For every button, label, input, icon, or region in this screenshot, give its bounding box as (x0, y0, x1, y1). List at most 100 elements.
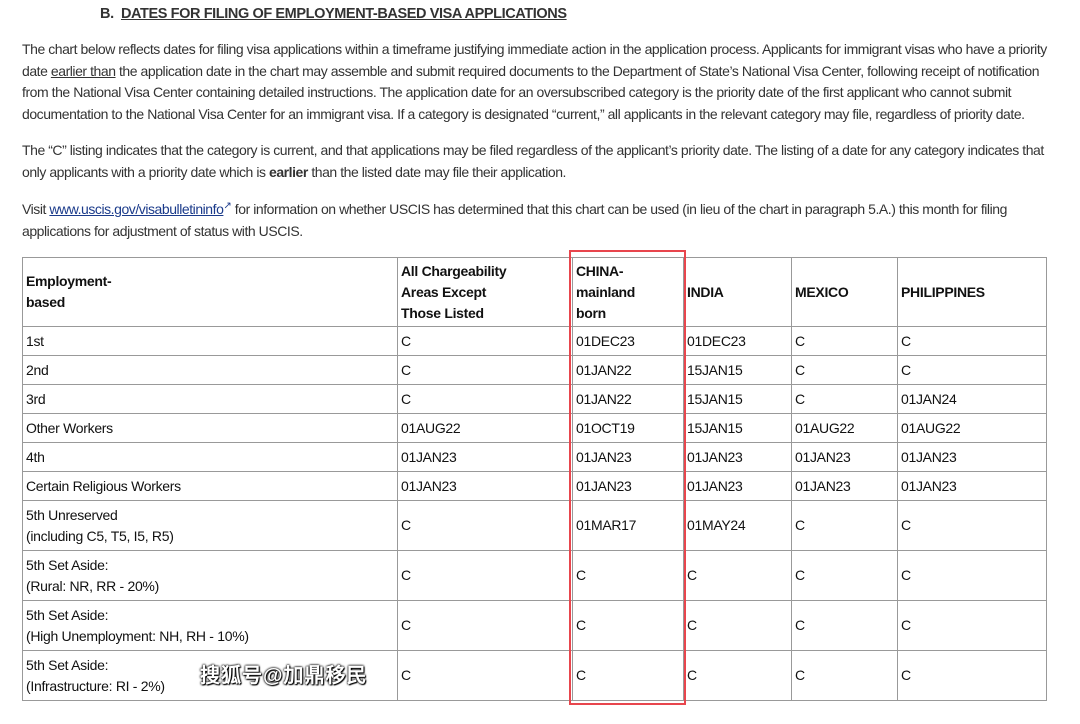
text: The “C” listing indicates that the categ… (22, 142, 1044, 180)
category-cell: 5th Set Aside: (Infrastructure: RI - 2%) (22, 650, 398, 701)
column-header: All Chargeability Areas Except Those Liste… (397, 257, 573, 327)
date-cell: 01JAN24 (897, 384, 1047, 414)
date-cell: 01DEC23 (572, 326, 684, 356)
heading-prefix: B. (100, 6, 114, 22)
date-cell: C (897, 500, 1047, 551)
date-cell: 15JAN15 (683, 384, 792, 414)
date-cell: C (897, 600, 1047, 651)
date-cell: C (397, 384, 573, 414)
date-cell: C (791, 384, 898, 414)
filing-dates-table: Employment-based All Chargeability Areas E… (22, 257, 1047, 701)
category-line: 5th Unreserved (26, 506, 118, 523)
table-header-row: Employment-based All Chargeability Areas E… (22, 257, 1047, 327)
table-row: Certain Religious Workers 01JAN23 01JAN23 0… (22, 471, 1047, 501)
heading-title: DATES FOR FILING OF EMPLOYMENT-BASED VIS… (120, 6, 567, 22)
category-line: 1st (26, 332, 44, 349)
header-line: PHILIPPINES (901, 283, 985, 300)
text: The chart below reflects dates for filin… (22, 41, 1047, 79)
date-cell: 15JAN15 (683, 413, 792, 443)
date-cell: C (897, 550, 1047, 601)
date-cell: C (397, 355, 573, 385)
column-header: INDIA (683, 257, 792, 327)
date-cell: 01JAN23 (791, 471, 898, 501)
date-cell: 01JAN22 (572, 355, 684, 385)
category-line: 5th Set Aside: (26, 606, 109, 623)
date-cell: 01JAN23 (791, 442, 898, 472)
category-line: Other Workers (26, 419, 113, 436)
category-line: 5th Set Aside: (26, 556, 109, 573)
header-line: Those Listed (401, 304, 484, 321)
bold-text: earlier (268, 163, 308, 180)
date-cell: C (683, 600, 792, 651)
underlined-text: earlier than (50, 62, 116, 79)
date-cell: 01OCT19 (572, 413, 684, 443)
category-cell: 2nd (22, 355, 398, 385)
date-cell: C (397, 500, 573, 551)
table-row: 4th 01JAN23 01JAN23 01JAN23 01JAN23 01JAN23 (22, 442, 1047, 472)
table-row: Other Workers 01AUG22 01OCT19 15JAN15 01AUG2… (22, 413, 1047, 443)
uscis-paragraph: Visit www.uscis.gov/visabulletininfo↗ fo… (22, 199, 1052, 242)
table-row: 5th Unreserved (including C5, T5, I5, R5)… (22, 500, 1047, 551)
text: the application date in the chart may as… (22, 62, 1040, 122)
date-cell: C (897, 650, 1047, 701)
table-row: 1st C 01DEC23 01DEC23 C C (22, 326, 1047, 356)
date-cell: 01JAN23 (397, 471, 573, 501)
date-cell: C (572, 550, 684, 601)
date-cell: C (397, 550, 573, 601)
date-cell: 01JAN22 (572, 384, 684, 414)
date-cell: C (572, 650, 684, 701)
category-line: 2nd (26, 361, 49, 378)
date-cell: C (791, 600, 898, 651)
date-cell: C (791, 650, 898, 701)
date-cell: 01JAN23 (897, 442, 1047, 472)
category-line: (Infrastructure: RI - 2%) (26, 677, 165, 694)
date-cell: C (397, 650, 573, 701)
date-cell: 01MAR17 (572, 500, 684, 551)
category-cell: 5th Set Aside: (Rural: NR, RR - 20%) (22, 550, 398, 601)
date-cell: C (791, 326, 898, 356)
table-row: 5th Set Aside: (Infrastructure: RI - 2%) C… (22, 650, 1047, 701)
category-cell: Certain Religious Workers (22, 471, 398, 501)
category-cell: 4th (22, 442, 398, 472)
date-cell: 01JAN23 (897, 471, 1047, 501)
date-cell: 01JAN23 (683, 471, 792, 501)
date-cell: C (791, 550, 898, 601)
category-line: 4th (26, 448, 45, 465)
category-cell: 1st (22, 326, 398, 356)
text: for information on whether USCIS has det… (22, 201, 1007, 239)
table-row: 5th Set Aside: (Rural: NR, RR - 20%) C C C C C (22, 550, 1047, 601)
category-cell: 5th Set Aside: (High Unemployment: NH, RH… (22, 600, 398, 651)
category-line: Certain Religious Workers (26, 477, 181, 494)
date-cell: C (897, 355, 1047, 385)
date-cell: 01JAN23 (397, 442, 573, 472)
header-line: MEXICO (795, 283, 849, 300)
date-cell: 01JAN23 (683, 442, 792, 472)
text: Visit (22, 201, 50, 217)
date-cell: 01MAY24 (683, 500, 792, 551)
external-link-icon: ↗ (223, 200, 232, 212)
header-line: mainland (576, 283, 636, 300)
column-header: PHILIPPINES (897, 257, 1047, 327)
date-cell: 15JAN15 (683, 355, 792, 385)
table-row: 2nd C 01JAN22 15JAN15 C C (22, 355, 1047, 385)
category-line: (including C5, T5, I5, R5) (26, 527, 174, 544)
header-line: CHINA- (576, 262, 624, 279)
date-cell: 01JAN23 (572, 442, 684, 472)
category-cell: 5th Unreserved (including C5, T5, I5, R5) (22, 500, 398, 551)
date-cell: C (791, 355, 898, 385)
category-line: 3rd (26, 390, 46, 407)
date-cell: C (897, 326, 1047, 356)
header-line: All Chargeability (401, 262, 507, 279)
column-header: CHINA-mainland born (572, 257, 684, 327)
date-cell: C (791, 500, 898, 551)
date-cell: C (683, 650, 792, 701)
category-line: (High Unemployment: NH, RH - 10%) (26, 627, 249, 644)
date-cell: 01AUG22 (397, 413, 573, 443)
date-cell: 01AUG22 (791, 413, 898, 443)
date-cell: C (397, 600, 573, 651)
date-cell: C (572, 600, 684, 651)
section-heading: B. DATES FOR FILING OF EMPLOYMENT-BASED … (100, 4, 1052, 26)
category-cell: Other Workers (22, 413, 398, 443)
table-row: 3rd C 01JAN22 15JAN15 C 01JAN24 (22, 384, 1047, 414)
uscis-link[interactable]: www.uscis.gov/visabulletininfo (49, 201, 224, 217)
